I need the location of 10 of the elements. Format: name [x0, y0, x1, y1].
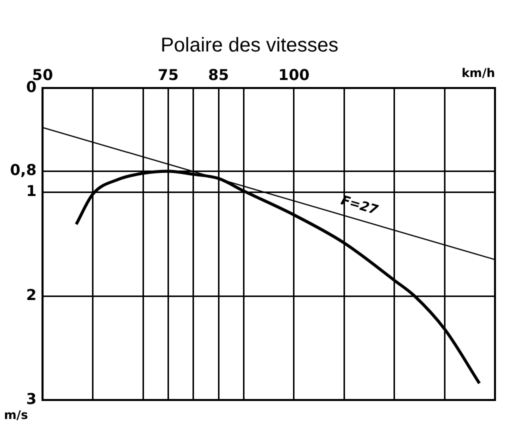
- y-tick-label: 0,8: [10, 161, 37, 180]
- y-tick-label: 1: [26, 182, 37, 200]
- x-axis-title: km/h: [462, 66, 495, 80]
- y-axis-title: m/s: [4, 408, 28, 422]
- y-tick-label: 2: [26, 286, 37, 304]
- y-tick-label: 3: [26, 390, 37, 408]
- chart-title: Polaire des vitesses: [160, 34, 338, 57]
- x-tick-label: 75: [158, 66, 179, 84]
- x-tick-label: 85: [208, 66, 229, 84]
- x-tick-label: 100: [278, 66, 310, 84]
